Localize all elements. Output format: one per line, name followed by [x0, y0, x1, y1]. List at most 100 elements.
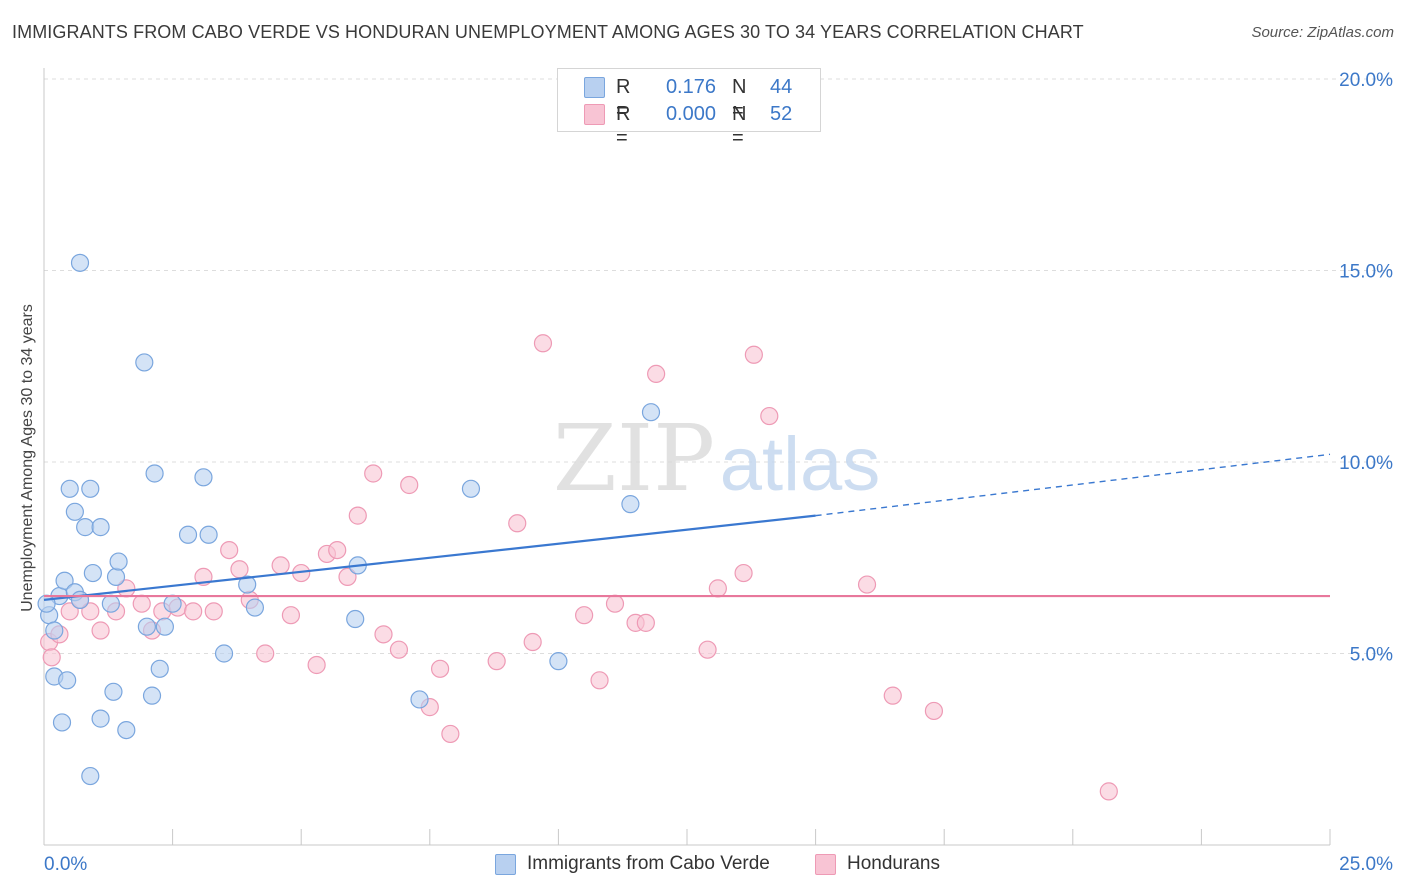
- chart-title: IMMIGRANTS FROM CABO VERDE VS HONDURAN U…: [12, 22, 1084, 42]
- cabo-verde-point: [81, 766, 100, 786]
- honduran-point: [132, 594, 151, 613]
- honduran-point: [271, 556, 290, 575]
- cabo-verde-point: [461, 479, 481, 498]
- bottom-legend-label: Hondurans: [847, 853, 940, 874]
- cabo-verde-point: [81, 479, 100, 498]
- y-tick-label: 5.0%: [1350, 645, 1393, 666]
- cabo-verde-point: [70, 590, 90, 609]
- cabo-verde-point: [109, 552, 128, 571]
- honduran-point: [647, 364, 666, 384]
- cabo-verde-point: [58, 671, 77, 690]
- legend-n-value: 52: [770, 103, 793, 125]
- honduran-point: [91, 621, 110, 640]
- y-tick-label: 15.0%: [1339, 262, 1393, 283]
- bottom-legend-swatch-pink: [815, 854, 836, 875]
- cabo-verde-point: [37, 594, 56, 613]
- cabo-verde-point: [549, 652, 568, 671]
- honduran-point: [281, 606, 301, 625]
- cabo-verde-point: [91, 518, 110, 537]
- watermark-zip: ZIP: [553, 405, 715, 512]
- honduran-point: [857, 575, 877, 594]
- cabo-verde-point: [83, 563, 102, 583]
- honduran-point: [533, 334, 553, 353]
- honduran-point: [60, 602, 79, 621]
- legend-swatch-blue: [584, 77, 605, 98]
- cabo-verde-trend-extension: [815, 453, 1331, 517]
- cabo-verde-point: [245, 598, 265, 617]
- legend-swatch-pink: [584, 104, 605, 125]
- cabo-verde-point: [91, 709, 110, 728]
- cabo-verde-point: [76, 518, 95, 537]
- legend-r-label: R =: [616, 103, 631, 149]
- cabo-verde-point: [101, 594, 120, 613]
- honduran-point: [590, 671, 609, 690]
- x-tick-label: 0.0%: [44, 854, 87, 875]
- honduran-point: [575, 606, 594, 625]
- cabo-verde-point: [145, 464, 164, 483]
- cabo-verde-point: [194, 468, 213, 487]
- honduran-point: [328, 540, 347, 560]
- cabo-verde-point: [346, 609, 365, 629]
- honduran-point: [734, 563, 753, 583]
- watermark-atlas: atlas: [720, 422, 881, 507]
- cabo-verde-point: [238, 575, 257, 594]
- bottom-legend-swatch-blue: [495, 854, 516, 875]
- honduran-point: [441, 724, 460, 744]
- source-label: Source: ZipAtlas.com: [1251, 24, 1394, 41]
- y-tick-label: 10.0%: [1339, 453, 1393, 474]
- cabo-verde-point: [199, 525, 218, 544]
- honduran-point: [487, 652, 506, 671]
- honduran-point: [744, 345, 763, 364]
- cabo-verde-point: [106, 567, 126, 587]
- cabo-verde-point: [150, 659, 169, 678]
- honduran-point: [184, 602, 203, 621]
- honduran-point: [523, 632, 542, 652]
- cabo-verde-point: [142, 686, 162, 705]
- cabo-verde-point: [410, 690, 429, 709]
- cabo-verde-point: [641, 403, 661, 422]
- honduran-point: [307, 655, 326, 675]
- honduran-point: [42, 648, 61, 667]
- honduran-point: [1099, 782, 1118, 801]
- cabo-verde-point: [214, 644, 234, 663]
- legend-n-label: N =: [732, 76, 747, 122]
- honduran-point: [698, 640, 717, 659]
- cabo-verde-trend-line: [43, 514, 816, 601]
- honduran-point: [508, 514, 527, 533]
- honduran-point: [348, 506, 367, 525]
- cabo-verde-point: [60, 479, 79, 498]
- honduran-point: [400, 475, 419, 495]
- cabo-verde-point: [70, 253, 90, 272]
- cabo-verde-point: [65, 502, 84, 521]
- honduran-point: [430, 659, 450, 678]
- bottom-legend-label: Immigrants from Cabo Verde: [527, 853, 770, 874]
- cabo-verde-point: [55, 571, 74, 590]
- honduran-point: [81, 602, 100, 621]
- legend-r-value: 0.000: [665, 103, 716, 125]
- honduran-point: [220, 540, 239, 560]
- legend-r-value: 0.176: [665, 76, 716, 98]
- y-axis-label: Unemployment Among Ages 30 to 34 years: [19, 304, 36, 612]
- y-tick-label: 20.0%: [1339, 70, 1393, 91]
- honduran-point: [364, 464, 383, 483]
- cabo-verde-point: [621, 495, 640, 514]
- cabo-verde-point: [155, 617, 174, 636]
- cabo-verde-point: [45, 621, 64, 640]
- cabo-verde-point: [52, 713, 72, 732]
- x-tick-label: 25.0%: [1339, 854, 1393, 875]
- honduran-point: [338, 567, 357, 587]
- honduran-point: [708, 579, 727, 598]
- cabo-verde-point: [163, 594, 182, 613]
- honduran-point: [389, 640, 409, 659]
- cabo-verde-point: [104, 682, 123, 701]
- legend-n-value: 44: [770, 76, 793, 98]
- honduran-point: [204, 602, 223, 621]
- cabo-verde-point: [135, 353, 154, 372]
- cabo-verde-point: [137, 617, 156, 636]
- honduran-point: [230, 560, 249, 579]
- honduran-point: [883, 686, 902, 705]
- cabo-verde-point: [117, 720, 136, 740]
- honduran-point: [760, 406, 779, 426]
- honduran-point: [924, 701, 944, 721]
- legend-r-label: R =: [616, 76, 631, 122]
